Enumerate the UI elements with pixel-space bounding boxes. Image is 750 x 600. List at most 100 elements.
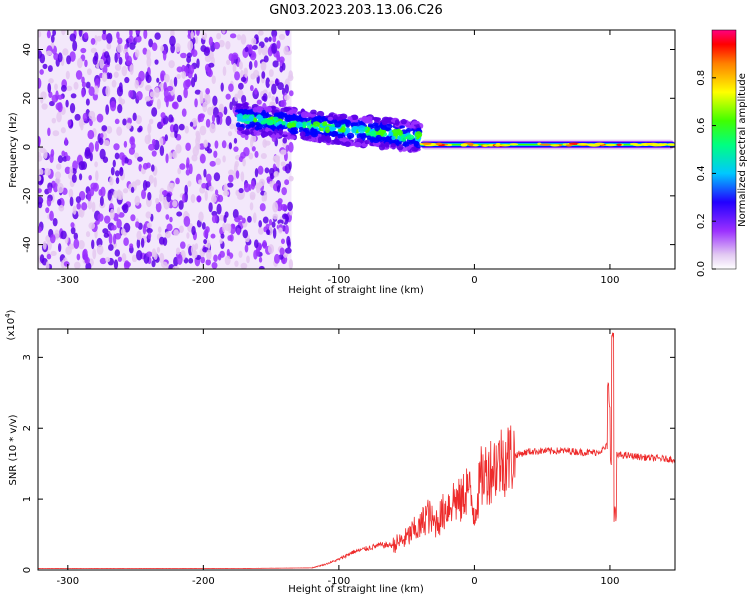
spectrogram-cell (60, 84, 67, 92)
spectrogram-cell (83, 32, 89, 39)
spectrogram-cell (157, 226, 162, 233)
spectrogram-cell (322, 121, 328, 127)
spectrogram-cell (218, 39, 225, 48)
spectrogram-cell (155, 201, 162, 213)
spectrogram-cell (243, 114, 248, 118)
spectrogram-cell (134, 35, 142, 43)
spectrogram-cell (238, 61, 243, 70)
spectrogram-cell (237, 215, 243, 221)
spectrogram-cell (122, 118, 127, 126)
spectrogram-cell (102, 228, 109, 234)
spectrogram-cell (154, 87, 160, 98)
spectrogram-cell (88, 222, 96, 230)
spectrogram-cell (262, 216, 269, 224)
spectrogram-cell (143, 30, 148, 40)
spectrogram-cell (229, 123, 235, 130)
spectrogram-cell (176, 253, 183, 265)
spectrogram-cell (127, 117, 132, 125)
spectrogram-cell (121, 204, 128, 211)
spectrogram-cell (129, 42, 136, 50)
spectrogram-cell (166, 192, 172, 203)
spectrogram-cell (102, 30, 107, 35)
spectrogram-cell (65, 85, 73, 92)
spectrogram-cell (142, 224, 147, 235)
spectrogram-cell (226, 59, 231, 66)
spectrogram-cell (85, 81, 91, 89)
spectrogram-cell (47, 127, 51, 137)
spectrogram-cell (200, 256, 205, 264)
spectrogram-cell (40, 95, 44, 104)
spectrogram-cell (182, 193, 186, 204)
spectrogram-cell (257, 165, 264, 175)
spectrogram-cell (114, 232, 122, 240)
spectrogram-cell (45, 261, 50, 269)
spectrogram-cell (188, 163, 193, 175)
spectrogram-cell (268, 91, 272, 99)
spectrogram-cell (233, 137, 238, 144)
spectrogram-cell (188, 64, 195, 75)
spectrogram-cell (47, 83, 52, 94)
spectrogram-cell (216, 203, 222, 215)
spectrogram-cell (90, 47, 97, 54)
spectrogram-cell (102, 64, 108, 75)
spectrogram-x-axis-label: Height of straight line (km) (288, 285, 424, 296)
spectrogram-cell (54, 229, 60, 240)
spectrogram-cell (52, 217, 58, 227)
spectrogram-cell (134, 152, 139, 159)
spectrogram-cell (199, 153, 206, 164)
spectrogram-cell (105, 85, 111, 97)
spectrogram-cell (114, 152, 120, 160)
spectrogram-cell (415, 143, 422, 149)
spectrogram-cell (107, 189, 112, 201)
spectrogram-cell (137, 156, 143, 162)
spectrogram-cell (361, 115, 368, 123)
spectrogram-cell (145, 74, 152, 84)
spectrogram-cell (117, 256, 122, 262)
spectrogram-cell (55, 177, 61, 185)
spectrogram-cell (565, 144, 573, 147)
spectrogram-cell (78, 173, 83, 181)
spectrogram-cell (188, 257, 194, 264)
spectrogram-cell (43, 149, 48, 160)
spectrogram-cell (88, 86, 95, 97)
spectrogram-cell (116, 43, 124, 53)
spectrogram-cell (211, 214, 218, 224)
spectrogram-cell (482, 144, 489, 147)
spectrogram-cell (265, 223, 271, 230)
spectrogram-cell (539, 143, 552, 146)
spectrogram-cell (171, 101, 178, 109)
spectrogram-cell (69, 166, 73, 176)
spectrogram-cell (106, 32, 113, 44)
snr-x-axis-label: Height of straight line (km) (288, 584, 424, 595)
spectrogram-y-tick-label: 40 (22, 43, 33, 56)
spectrogram-cell (280, 161, 286, 167)
spectrogram-cell (108, 72, 113, 80)
spectrogram-cell (214, 189, 219, 196)
spectrogram-cell (254, 239, 259, 249)
spectrogram-cell (340, 126, 346, 133)
spectrogram-y-tick-label: -40 (22, 236, 33, 252)
spectrogram-cell (216, 32, 222, 40)
spectrogram-cell (226, 248, 230, 257)
spectrogram-cell (234, 160, 239, 168)
spectrogram-cell (164, 231, 171, 239)
spectrogram-cell (57, 94, 64, 100)
spectrogram-cell (190, 194, 196, 204)
spectrogram-cell (295, 117, 303, 122)
spectrogram-cell (155, 197, 160, 204)
spectrogram-cell (225, 93, 231, 100)
spectrogram-cell (46, 197, 52, 207)
spectrogram-cell (195, 132, 201, 142)
spectrogram-cell (254, 87, 258, 95)
spectrogram-cell (81, 76, 85, 84)
spectrogram-cell (68, 188, 74, 199)
spectrogram-cell (180, 52, 187, 59)
spectrogram-cell (136, 250, 143, 261)
spectrogram-cell (229, 223, 236, 235)
spectrogram-cell (136, 230, 142, 241)
spectrogram-cell (163, 73, 170, 83)
spectrogram-cell (114, 63, 122, 71)
spectrogram-cell (252, 212, 257, 224)
spectrogram-cell (397, 129, 403, 136)
spectrogram-cell (550, 144, 560, 147)
